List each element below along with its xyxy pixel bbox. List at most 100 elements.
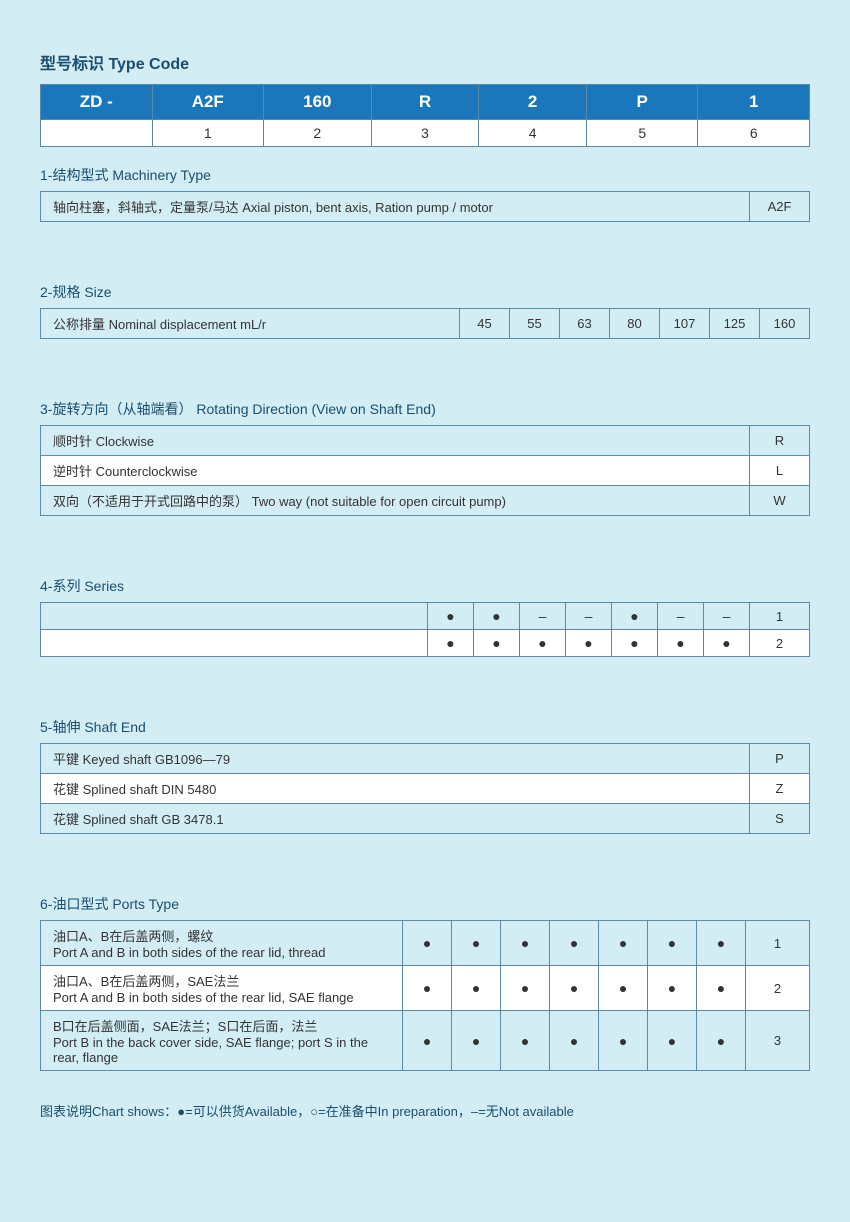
section-3-title: 3-旋转方向（从轴端看） Rotating Direction (View on…: [40, 399, 810, 419]
label-line: Port A and B in both sides of the rear l…: [53, 990, 396, 1005]
size-table: 公称排量 Nominal displacement mL/r 45 55 63 …: [40, 308, 810, 339]
table-code: 3: [746, 1011, 810, 1071]
dot-cell: ●: [452, 1011, 501, 1071]
section-2-title: 2-规格 Size: [40, 282, 810, 302]
size-cell: 160: [760, 309, 810, 339]
dot-cell: ●: [403, 921, 452, 966]
size-cell: 125: [710, 309, 760, 339]
dot-cell: ●: [403, 1011, 452, 1071]
rotation-table: 顺时针 ClockwiseR 逆时针 CounterclockwiseL 双向（…: [40, 425, 810, 516]
dot-cell: ●: [428, 603, 474, 630]
machinery-type-table: 轴向柱塞，斜轴式，定量泵/马达 Axial piston, bent axis,…: [40, 191, 810, 222]
ports-type-table: 油口A、B在后盖两侧，螺纹 Port A and B in both sides…: [40, 920, 810, 1071]
table-label: [41, 603, 428, 630]
chart-legend: 图表说明Chart shows：●=可以供货Available，○=在准备中In…: [40, 1101, 810, 1120]
table-label: 花键 Splined shaft DIN 5480: [41, 774, 750, 804]
size-cell: 107: [660, 309, 710, 339]
code-cell: A2F: [152, 85, 264, 120]
table-code: P: [750, 744, 810, 774]
dot-cell: ●: [648, 921, 697, 966]
table-code: 1: [746, 921, 810, 966]
dot-cell: ●: [599, 921, 648, 966]
shaft-end-table: 平键 Keyed shaft GB1096—79P 花键 Splined sha…: [40, 743, 810, 834]
table-label: 轴向柱塞，斜轴式，定量泵/马达 Axial piston, bent axis,…: [41, 192, 750, 222]
dot-cell: –: [704, 603, 750, 630]
dot-cell: ●: [501, 921, 550, 966]
type-code-table: ZD - A2F 160 R 2 P 1 1 2 3 4 5 6: [40, 84, 810, 147]
dot-cell: ●: [550, 921, 599, 966]
dot-cell: ●: [452, 966, 501, 1011]
dot-cell: ●: [697, 966, 746, 1011]
code-cell: ZD -: [41, 85, 153, 120]
dot-cell: ●: [501, 966, 550, 1011]
dot-cell: ●: [599, 966, 648, 1011]
dot-cell: –: [566, 603, 612, 630]
num-cell: 6: [698, 120, 810, 147]
table-label: 公称排量 Nominal displacement mL/r: [41, 309, 460, 339]
dot-cell: ●: [612, 603, 658, 630]
table-code: A2F: [750, 192, 810, 222]
code-cell: P: [586, 85, 698, 120]
dot-cell: ●: [520, 630, 566, 657]
num-cell: 1: [152, 120, 264, 147]
table-label: 逆时针 Counterclockwise: [41, 456, 750, 486]
dot-cell: ●: [648, 966, 697, 1011]
table-code: W: [750, 486, 810, 516]
code-cell: 2: [479, 85, 587, 120]
dot-cell: ●: [550, 966, 599, 1011]
dot-cell: ●: [452, 921, 501, 966]
dot-cell: ●: [658, 630, 704, 657]
section-6-title: 6-油口型式 Ports Type: [40, 894, 810, 914]
table-label: 平键 Keyed shaft GB1096—79: [41, 744, 750, 774]
code-cell: R: [371, 85, 479, 120]
page-title: 型号标识 Type Code: [40, 50, 810, 74]
table-code: S: [750, 804, 810, 834]
table-code: 1: [750, 603, 810, 630]
dot-cell: ●: [599, 1011, 648, 1071]
label-line: 油口A、B在后盖两侧，螺纹: [53, 926, 396, 945]
section-5-title: 5-轴伸 Shaft End: [40, 717, 810, 737]
table-label: B口在后盖侧面，SAE法兰；S口在后面，法兰 Port B in the bac…: [41, 1011, 403, 1071]
table-label: 双向（不适用于开式回路中的泵） Two way (not suitable fo…: [41, 486, 750, 516]
dot-cell: –: [520, 603, 566, 630]
table-code: 2: [750, 630, 810, 657]
size-cell: 45: [460, 309, 510, 339]
size-cell: 55: [510, 309, 560, 339]
table-label: 顺时针 Clockwise: [41, 426, 750, 456]
dot-cell: ●: [403, 966, 452, 1011]
label-line: Port B in the back cover side, SAE flang…: [53, 1035, 396, 1065]
table-label: [41, 630, 428, 657]
num-cell: 3: [371, 120, 479, 147]
code-cell: 1: [698, 85, 810, 120]
dot-cell: ●: [474, 603, 520, 630]
series-table: ● ● – – ● – – 1 ● ● ● ● ● ● ● 2: [40, 602, 810, 657]
dot-cell: ●: [704, 630, 750, 657]
label-line: Port A and B in both sides of the rear l…: [53, 945, 396, 960]
dot-cell: ●: [566, 630, 612, 657]
table-code: L: [750, 456, 810, 486]
size-cell: 80: [610, 309, 660, 339]
label-line: B口在后盖侧面，SAE法兰；S口在后面，法兰: [53, 1016, 396, 1035]
dot-cell: ●: [428, 630, 474, 657]
dot-cell: ●: [612, 630, 658, 657]
dot-cell: ●: [697, 1011, 746, 1071]
dot-cell: ●: [550, 1011, 599, 1071]
table-code: R: [750, 426, 810, 456]
table-label: 油口A、B在后盖两侧，螺纹 Port A and B in both sides…: [41, 921, 403, 966]
section-1-title: 1-结构型式 Machinery Type: [40, 165, 810, 185]
dot-cell: –: [658, 603, 704, 630]
dot-cell: ●: [501, 1011, 550, 1071]
section-4-title: 4-系列 Series: [40, 576, 810, 596]
size-cell: 63: [560, 309, 610, 339]
num-cell: [41, 120, 153, 147]
num-cell: 4: [479, 120, 587, 147]
dot-cell: ●: [474, 630, 520, 657]
label-line: 油口A、B在后盖两侧，SAE法兰: [53, 971, 396, 990]
table-label: 油口A、B在后盖两侧，SAE法兰 Port A and B in both si…: [41, 966, 403, 1011]
table-code: 2: [746, 966, 810, 1011]
table-code: Z: [750, 774, 810, 804]
dot-cell: ●: [697, 921, 746, 966]
code-cell: 160: [264, 85, 372, 120]
num-cell: 2: [264, 120, 372, 147]
dot-cell: ●: [648, 1011, 697, 1071]
